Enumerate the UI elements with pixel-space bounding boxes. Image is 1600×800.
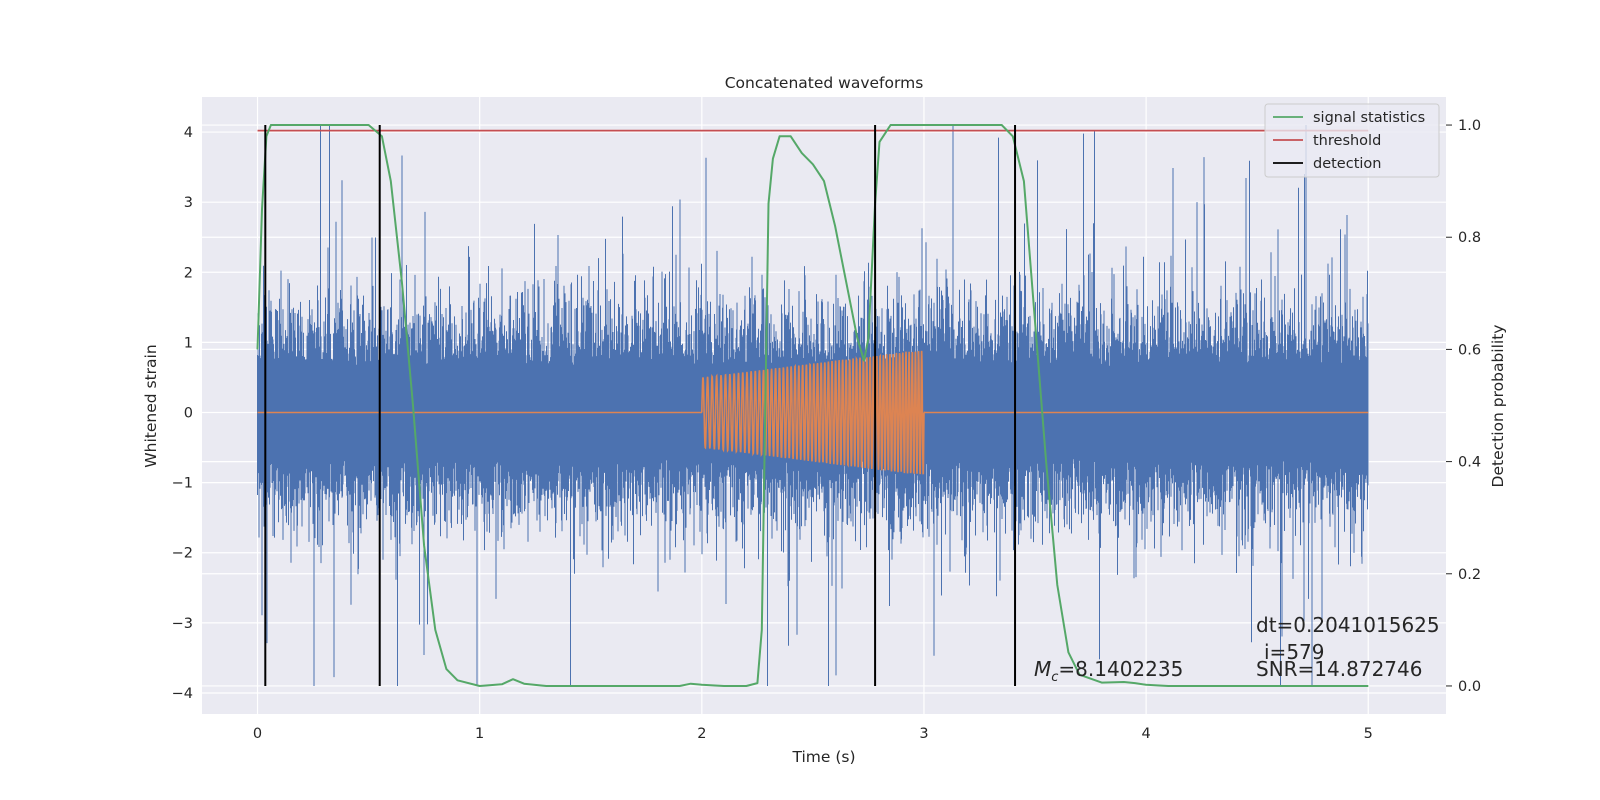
y-tick-label: 4 <box>184 125 193 141</box>
x-axis-label: Time (s) <box>791 748 855 766</box>
y-tick-label: 3 <box>184 195 193 211</box>
y2-axis-ticks: 0.0 0.2 0.4 0.6 0.8 1.0 <box>1446 118 1481 695</box>
annotation-snr: SNR=14.872746 <box>1256 657 1422 681</box>
chart-title: Concatenated waveforms <box>725 74 924 92</box>
y-tick-label: 1 <box>184 335 193 351</box>
y-tick-label: −2 <box>172 546 193 562</box>
x-tick-label: 0 <box>253 726 262 742</box>
x-tick-label: 5 <box>1364 726 1373 742</box>
annotation-dt: dt=0.2041015625 <box>1256 613 1440 637</box>
y2-axis-label: Detection probability <box>1489 325 1507 488</box>
y-tick-label: −1 <box>172 476 193 492</box>
x-tick-label: 2 <box>697 726 706 742</box>
y2-tick-label: 0.0 <box>1458 679 1481 695</box>
y-axis-label: Whitened strain <box>142 344 160 467</box>
legend-label-signal-statistics: signal statistics <box>1313 110 1425 126</box>
y2-tick-label: 0.8 <box>1458 230 1481 246</box>
y2-tick-label: 1.0 <box>1458 118 1481 134</box>
y2-tick-label: 0.4 <box>1458 455 1481 471</box>
x-tick-label: 1 <box>475 726 484 742</box>
x-axis-ticks: 0 1 2 3 4 5 <box>253 726 1373 742</box>
y-tick-label: −4 <box>172 686 193 702</box>
annotation-mc-value: =8.1402235 <box>1058 657 1183 681</box>
y2-tick-label: 0.6 <box>1458 342 1481 358</box>
x-tick-label: 4 <box>1141 726 1150 742</box>
x-tick-label: 3 <box>919 726 928 742</box>
legend-label-detection: detection <box>1313 156 1381 172</box>
y-tick-label: −3 <box>172 616 193 632</box>
y2-tick-label: 0.2 <box>1458 567 1481 583</box>
legend: signal statistics threshold detection <box>1265 104 1439 177</box>
annotation-mc-symbol: M <box>1034 657 1051 681</box>
y-tick-label: 2 <box>184 265 193 281</box>
y-tick-label: 0 <box>184 406 193 422</box>
y-axis-ticks: −4 −3 −2 −1 0 1 2 3 4 <box>172 125 193 702</box>
annotation-mc-subscript: c <box>1051 670 1058 685</box>
chart-canvas: 012345 −4−3−2−101234 0.00.20.40.60.81.0 … <box>0 0 1600 800</box>
legend-label-threshold: threshold <box>1313 133 1381 149</box>
